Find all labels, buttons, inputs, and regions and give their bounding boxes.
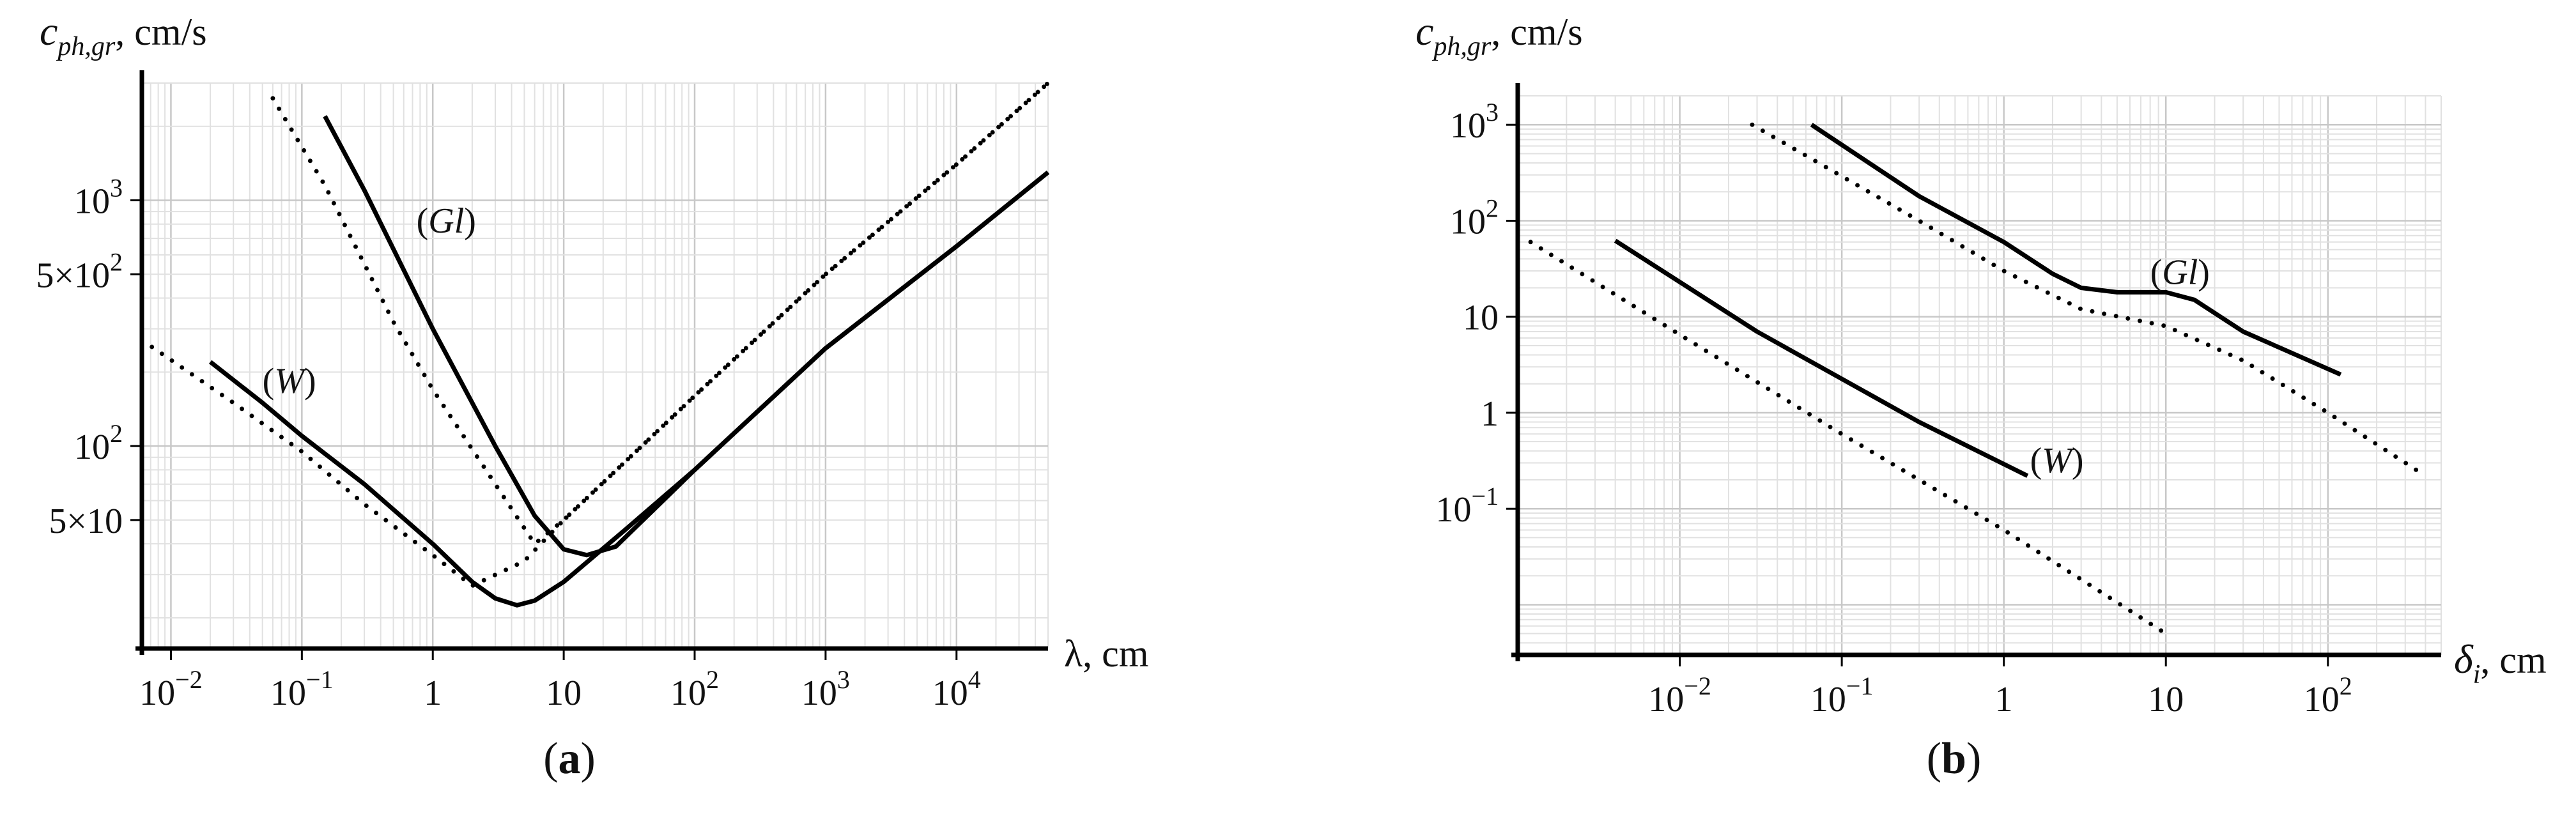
x-tick-label: 102 [670,665,719,713]
x-tick-label: 104 [932,665,981,713]
curve-label-gl: (Gl) [417,201,476,241]
series-b-2-solid-line [1810,123,2342,377]
y-tick-label: 10 [1463,298,1499,338]
grid-b [1516,95,2442,656]
y-tick-label: 1 [1481,394,1499,434]
x-tick-label: 103 [801,665,850,713]
x-tick-label: 102 [2304,672,2352,719]
y-tick-label: 102 [1450,194,1499,242]
curve-label-w: (W) [263,361,316,401]
panel-caption: (b) [1927,734,1982,783]
x-tick-label: 10 [2148,680,2184,719]
y-tick-label: 102 [74,419,123,467]
y-axis-title: cph,gr, cm/s [1415,8,1583,61]
series-a-2-solid-line [323,115,1050,558]
grid-a [141,82,1049,649]
series-a-1-dotted-line [139,81,1051,588]
y-tick-label: 5×102 [36,247,123,295]
series-b-0-solid-line [1614,238,2029,478]
x-tick-label: 1 [424,673,442,713]
y-tick-label: 103 [74,174,123,222]
y-tick-label: 103 [1450,98,1499,146]
x-axis-title: δi, cm [2454,636,2547,689]
x-tick-label: 10−1 [1810,672,1874,719]
curve-label-w: (W) [2030,441,2084,480]
series-a-0-solid-line [208,170,1050,608]
panel-caption: (a) [543,734,596,783]
y-tick-label: 5×10 [49,502,123,541]
y-axis-title: cph,gr, cm/s [40,8,207,61]
series-a-3-dotted-line [270,81,1051,546]
panel-b: 10−2 10−1 1 10 102 10−1 1 10 102 103 (W) (Gl) cph,gr… [1415,8,2547,783]
x-tick-label: 10−1 [270,665,334,713]
curve-label-gl: (Gl) [2150,252,2210,292]
y-tick-label: 10−1 [1435,482,1499,530]
x-tick-label: 10 [546,673,582,713]
series-b-3-dotted-line [1750,122,2428,479]
x-tick-label: 1 [1995,680,2013,719]
x-tick-label: 10−2 [139,665,203,713]
x-tick-label: 10−2 [1648,672,1711,719]
x-axis-title: λ, cm [1064,633,1148,675]
panel-a: 10−2 10−1 1 10 102 103 104 5×10 102 5×102 103 (W) (G… [36,8,1148,783]
series-b-1-dotted-line [1528,240,2168,636]
